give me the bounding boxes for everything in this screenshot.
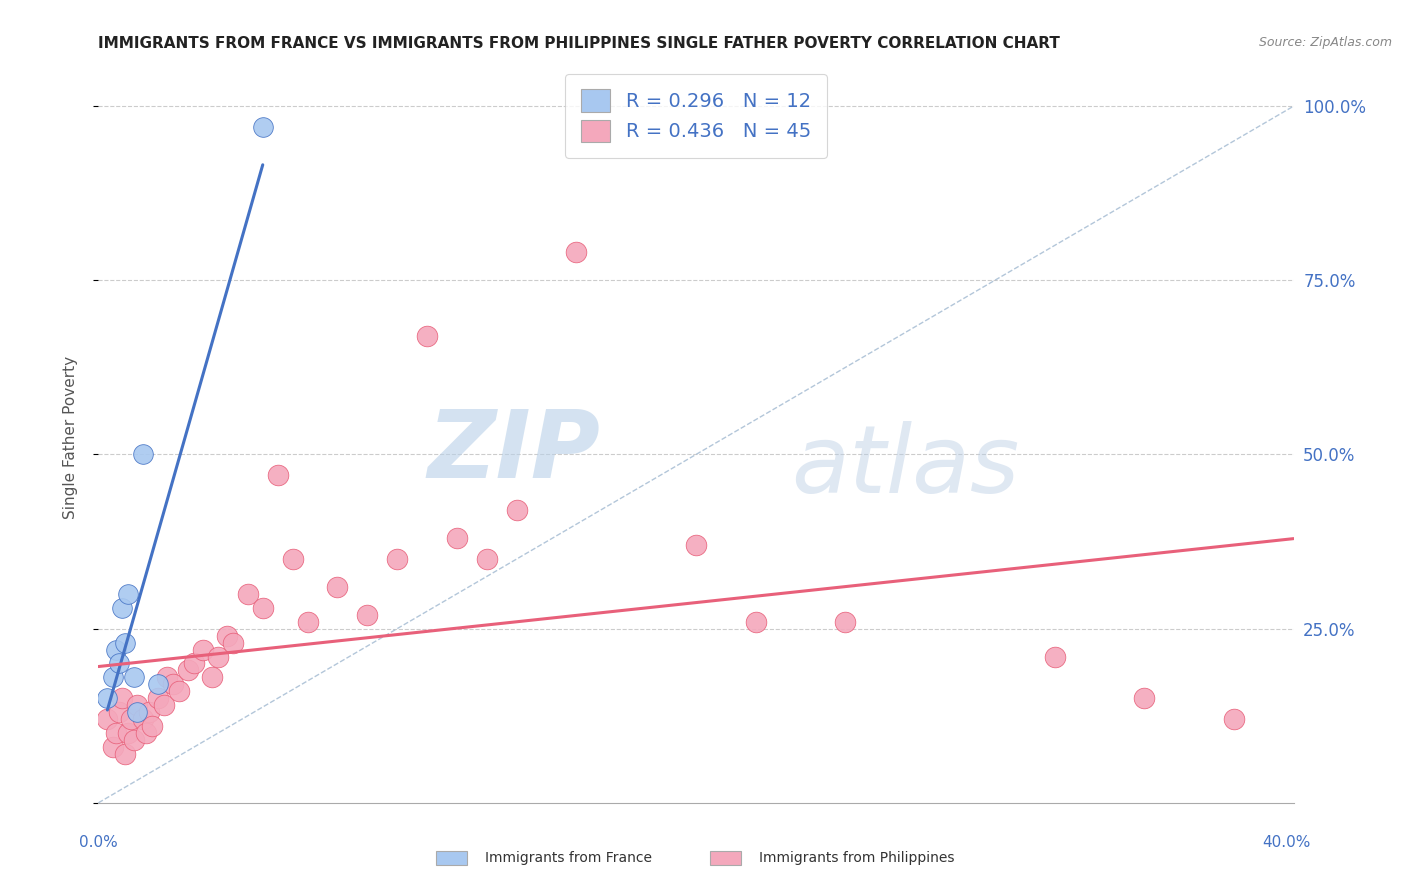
Point xyxy=(120,712,142,726)
Point xyxy=(236,587,259,601)
Y-axis label: Single Father Poverty: Single Father Poverty xyxy=(63,356,77,518)
Point xyxy=(108,657,131,671)
Point xyxy=(745,615,768,629)
Point xyxy=(127,705,149,719)
Point xyxy=(326,580,349,594)
Point xyxy=(267,468,290,483)
Point xyxy=(111,691,134,706)
Point xyxy=(222,635,245,649)
Point xyxy=(207,649,229,664)
Point xyxy=(416,329,439,343)
Point xyxy=(1043,649,1066,664)
Point xyxy=(96,691,118,706)
Point xyxy=(103,670,125,684)
Point xyxy=(201,670,224,684)
Point xyxy=(127,698,149,713)
Point xyxy=(385,552,409,566)
Point xyxy=(103,740,125,755)
Point xyxy=(281,552,304,566)
Point xyxy=(565,245,588,260)
Point xyxy=(148,691,170,706)
Point xyxy=(1223,712,1246,726)
Text: IMMIGRANTS FROM FRANCE VS IMMIGRANTS FROM PHILIPPINES SINGLE FATHER POVERTY CORR: IMMIGRANTS FROM FRANCE VS IMMIGRANTS FRO… xyxy=(98,36,1060,51)
Point xyxy=(191,642,214,657)
Point xyxy=(215,629,238,643)
Point xyxy=(135,726,157,740)
Point xyxy=(141,719,163,733)
Point xyxy=(183,657,205,671)
Text: Immigrants from Philippines: Immigrants from Philippines xyxy=(759,851,955,865)
Text: Source: ZipAtlas.com: Source: ZipAtlas.com xyxy=(1258,36,1392,49)
Text: 40.0%: 40.0% xyxy=(1263,836,1310,850)
Point xyxy=(108,705,131,719)
Point xyxy=(132,712,155,726)
Text: ZIP: ZIP xyxy=(427,406,600,498)
Point xyxy=(96,712,118,726)
Point xyxy=(148,677,170,691)
Point xyxy=(167,684,190,698)
Point xyxy=(105,642,128,657)
Point xyxy=(252,120,274,134)
Point xyxy=(506,503,529,517)
Point xyxy=(111,600,134,615)
Text: Immigrants from France: Immigrants from France xyxy=(485,851,652,865)
Point xyxy=(132,448,155,462)
Point xyxy=(446,531,468,545)
Point xyxy=(834,615,856,629)
Point xyxy=(124,733,146,747)
Point xyxy=(356,607,378,622)
Legend: R = 0.296   N = 12, R = 0.436   N = 45: R = 0.296 N = 12, R = 0.436 N = 45 xyxy=(565,74,827,158)
Point xyxy=(138,705,160,719)
Point xyxy=(114,635,136,649)
Text: atlas: atlas xyxy=(792,421,1019,512)
Point xyxy=(117,587,139,601)
Point xyxy=(153,698,176,713)
Point xyxy=(162,677,184,691)
Point xyxy=(475,552,498,566)
Point xyxy=(297,615,319,629)
Point xyxy=(124,670,146,684)
Point xyxy=(105,726,128,740)
Point xyxy=(114,747,136,761)
Text: 0.0%: 0.0% xyxy=(79,836,118,850)
Point xyxy=(156,670,179,684)
Point xyxy=(252,600,274,615)
Point xyxy=(1133,691,1156,706)
Point xyxy=(685,538,707,552)
Point xyxy=(177,664,200,678)
Point xyxy=(117,726,139,740)
